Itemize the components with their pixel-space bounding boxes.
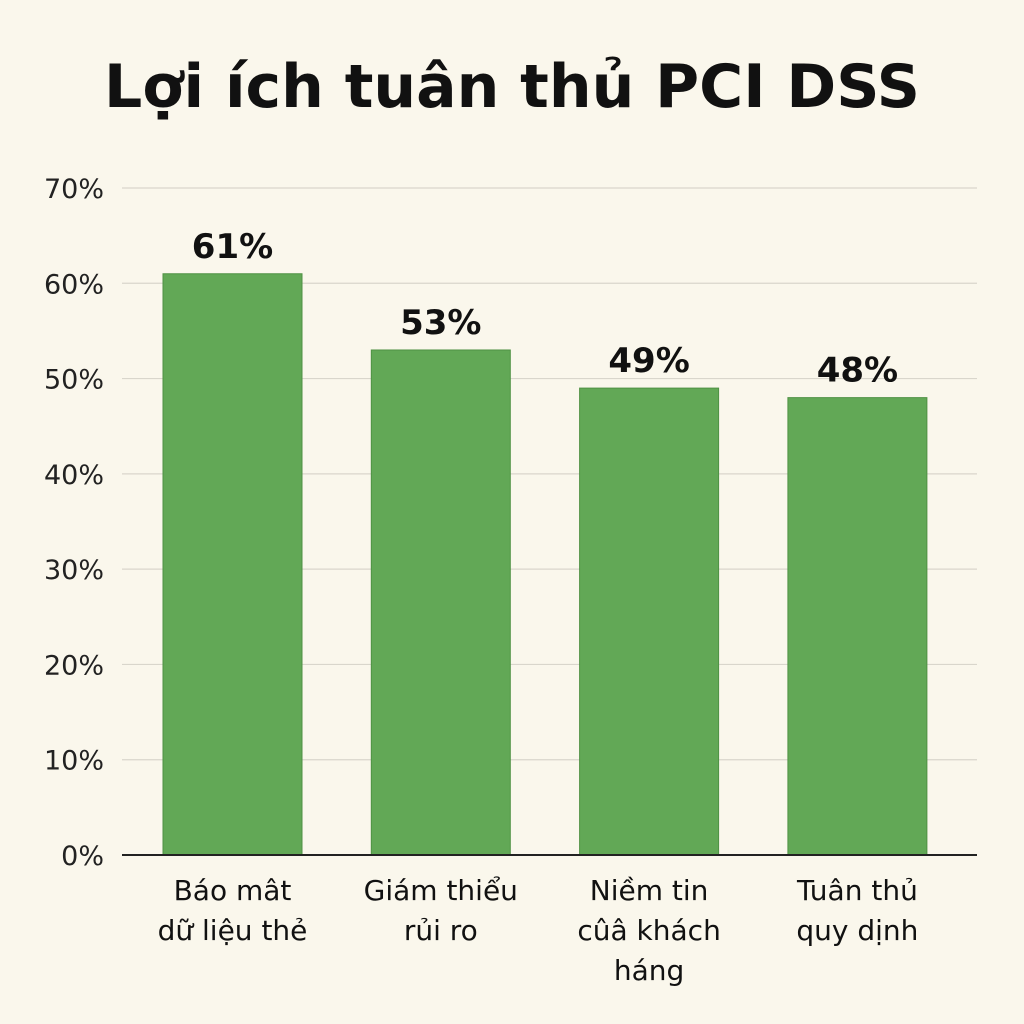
x-tick-label: Giám thiểu bbox=[364, 874, 518, 907]
bar bbox=[370, 349, 511, 856]
bar bbox=[787, 397, 928, 856]
chart-title: Lợi ích tuân thủ PCI DSS bbox=[104, 52, 920, 122]
data-label: 61% bbox=[192, 227, 273, 267]
x-tick-label: dữ liệu thẻ bbox=[158, 914, 308, 947]
x-tick-label: Niềm tin bbox=[590, 874, 709, 907]
y-tick-label: 20% bbox=[44, 650, 104, 681]
y-tick-label: 0% bbox=[61, 841, 104, 872]
bar bbox=[579, 387, 720, 856]
bar bbox=[162, 273, 303, 856]
y-tick-label: 60% bbox=[44, 269, 104, 300]
x-tick-label: cûâ khách bbox=[577, 914, 720, 947]
data-label: 53% bbox=[400, 303, 481, 343]
y-tick-label: 70% bbox=[44, 174, 104, 205]
x-tick-label: háng bbox=[614, 954, 684, 987]
x-tick-label: Tuân thủ bbox=[796, 874, 918, 907]
y-tick-label: 50% bbox=[44, 365, 104, 396]
y-tick-label: 30% bbox=[44, 555, 104, 586]
x-tick-label: quy dịnh bbox=[796, 914, 918, 947]
data-label: 49% bbox=[608, 341, 689, 381]
x-tick-label: rủi ro bbox=[404, 914, 478, 947]
x-tick-label: Báo mât bbox=[174, 874, 292, 907]
y-tick-label: 40% bbox=[44, 460, 104, 491]
data-label: 48% bbox=[817, 351, 898, 391]
y-tick-label: 10% bbox=[44, 746, 104, 777]
